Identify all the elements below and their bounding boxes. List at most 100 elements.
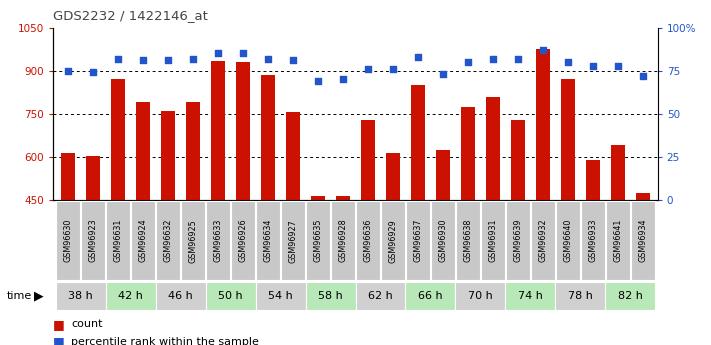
FancyBboxPatch shape <box>456 201 480 280</box>
FancyBboxPatch shape <box>331 201 355 280</box>
Text: 82 h: 82 h <box>618 291 643 301</box>
FancyBboxPatch shape <box>581 201 605 280</box>
Point <box>512 56 523 61</box>
Point <box>587 63 599 68</box>
Text: GSM96640: GSM96640 <box>563 219 572 262</box>
Text: ■: ■ <box>53 335 65 345</box>
Bar <box>586 160 599 200</box>
Text: GSM96925: GSM96925 <box>188 219 198 263</box>
FancyBboxPatch shape <box>156 201 180 280</box>
Text: 42 h: 42 h <box>118 291 143 301</box>
Point <box>163 58 174 63</box>
Text: GSM96637: GSM96637 <box>413 219 422 263</box>
Text: 78 h: 78 h <box>568 291 593 301</box>
Bar <box>236 62 250 200</box>
Bar <box>436 150 450 200</box>
FancyBboxPatch shape <box>556 201 579 280</box>
Text: GSM96634: GSM96634 <box>264 219 272 262</box>
Point <box>387 66 399 72</box>
Text: GSM96933: GSM96933 <box>588 219 597 263</box>
FancyBboxPatch shape <box>181 201 205 280</box>
Point <box>213 51 224 56</box>
Text: GSM96930: GSM96930 <box>439 219 447 263</box>
Point <box>437 71 449 77</box>
Bar <box>386 152 400 200</box>
Point <box>262 56 274 61</box>
Text: GSM96929: GSM96929 <box>388 219 397 263</box>
Bar <box>211 61 225 200</box>
FancyBboxPatch shape <box>281 201 305 280</box>
Bar <box>536 49 550 200</box>
Bar <box>186 102 200 200</box>
Text: GSM96636: GSM96636 <box>363 219 373 262</box>
Point <box>137 58 149 63</box>
Text: GSM96635: GSM96635 <box>314 219 323 263</box>
Text: GSM96632: GSM96632 <box>164 219 173 263</box>
Text: 54 h: 54 h <box>268 291 293 301</box>
FancyBboxPatch shape <box>156 282 205 310</box>
Text: 70 h: 70 h <box>468 291 493 301</box>
Text: GSM96630: GSM96630 <box>64 219 73 262</box>
Bar <box>261 75 275 200</box>
Point <box>237 51 249 56</box>
Bar <box>87 156 100 200</box>
FancyBboxPatch shape <box>231 201 255 280</box>
Bar <box>361 120 375 200</box>
Text: GSM96932: GSM96932 <box>538 219 547 263</box>
Text: GSM96641: GSM96641 <box>613 219 622 262</box>
FancyBboxPatch shape <box>381 201 405 280</box>
FancyBboxPatch shape <box>256 282 306 310</box>
Text: GSM96633: GSM96633 <box>213 219 223 262</box>
Bar <box>137 102 150 200</box>
FancyBboxPatch shape <box>481 201 505 280</box>
Point <box>462 59 474 65</box>
FancyBboxPatch shape <box>205 282 256 310</box>
Text: GSM96926: GSM96926 <box>239 219 247 263</box>
Point <box>612 63 624 68</box>
FancyBboxPatch shape <box>431 201 455 280</box>
Point <box>487 56 498 61</box>
Text: GSM96923: GSM96923 <box>89 219 98 263</box>
Point <box>188 56 199 61</box>
FancyBboxPatch shape <box>56 282 106 310</box>
FancyBboxPatch shape <box>605 282 655 310</box>
Bar <box>411 85 424 200</box>
Bar <box>336 196 350 200</box>
Bar <box>161 111 175 200</box>
Text: GSM96927: GSM96927 <box>289 219 298 263</box>
Text: ■: ■ <box>53 318 65 331</box>
FancyBboxPatch shape <box>555 282 605 310</box>
Text: count: count <box>71 319 102 329</box>
FancyBboxPatch shape <box>206 201 230 280</box>
FancyBboxPatch shape <box>106 201 130 280</box>
Text: GSM96924: GSM96924 <box>139 219 148 263</box>
Bar <box>486 97 500 200</box>
FancyBboxPatch shape <box>356 282 405 310</box>
FancyBboxPatch shape <box>256 201 280 280</box>
Point <box>562 59 574 65</box>
Text: 62 h: 62 h <box>368 291 393 301</box>
Text: GDS2232 / 1422146_at: GDS2232 / 1422146_at <box>53 9 208 22</box>
Text: 38 h: 38 h <box>68 291 93 301</box>
FancyBboxPatch shape <box>406 201 430 280</box>
Text: GSM96931: GSM96931 <box>488 219 498 263</box>
Text: GSM96631: GSM96631 <box>114 219 123 262</box>
FancyBboxPatch shape <box>306 282 356 310</box>
FancyBboxPatch shape <box>631 201 655 280</box>
FancyBboxPatch shape <box>455 282 506 310</box>
Point <box>412 54 424 60</box>
FancyBboxPatch shape <box>506 201 530 280</box>
Bar <box>112 79 125 200</box>
FancyBboxPatch shape <box>56 201 80 280</box>
Bar <box>611 146 624 200</box>
Bar <box>511 120 525 200</box>
Text: 74 h: 74 h <box>518 291 542 301</box>
Text: 46 h: 46 h <box>169 291 193 301</box>
Point <box>312 78 324 84</box>
Text: percentile rank within the sample: percentile rank within the sample <box>71 337 259 345</box>
Text: GSM96934: GSM96934 <box>638 219 647 263</box>
Point <box>637 73 648 79</box>
FancyBboxPatch shape <box>306 201 330 280</box>
Text: time: time <box>7 291 33 301</box>
Point <box>287 58 299 63</box>
